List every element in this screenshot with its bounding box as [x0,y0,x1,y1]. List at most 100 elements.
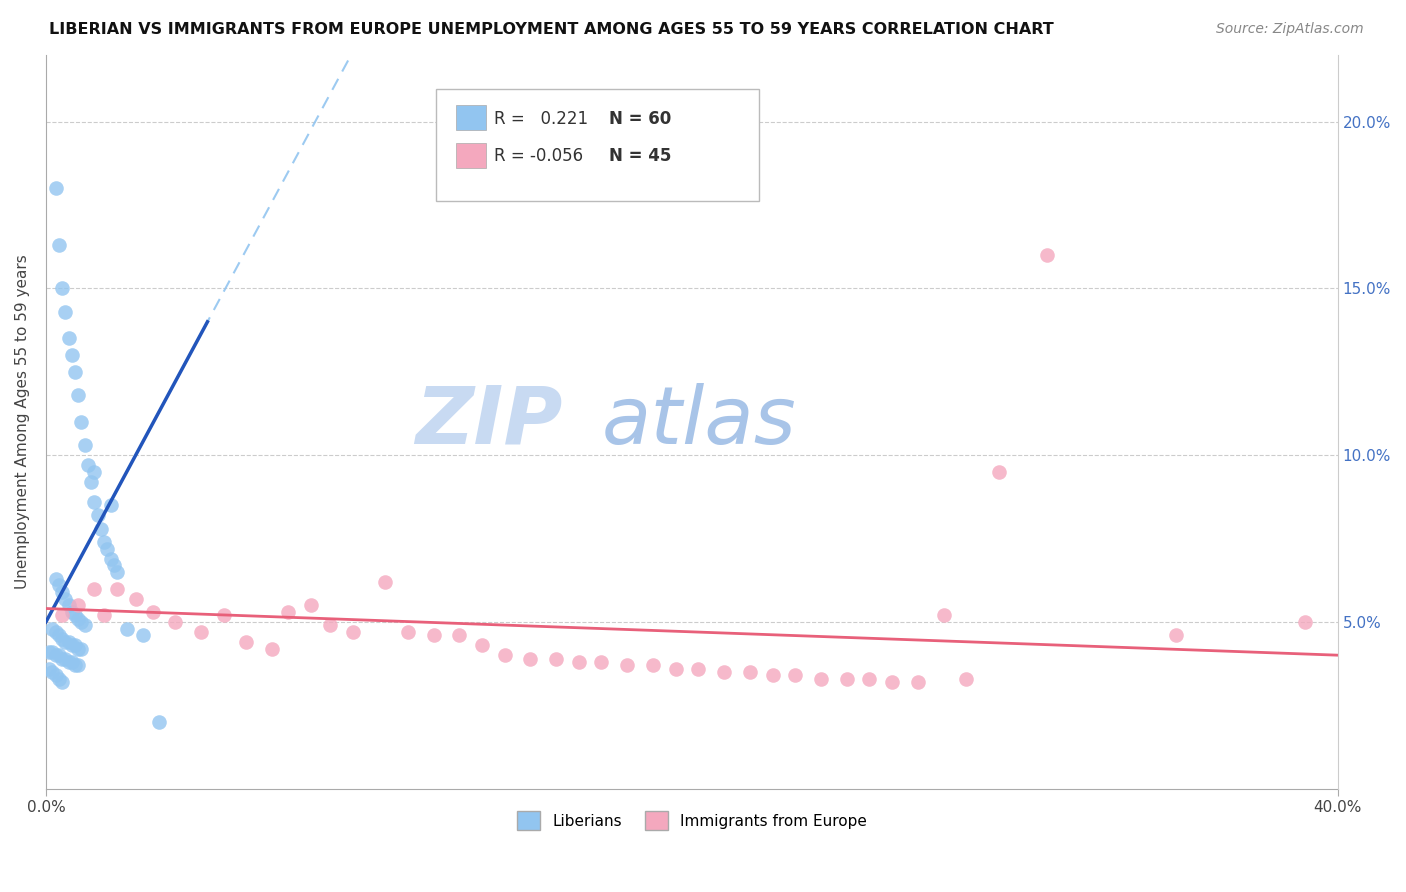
Point [96,541,118,556]
Point [60,638,83,652]
Point [70,415,93,429]
Point [471,638,494,652]
Point [41,622,63,636]
Point [67,388,90,402]
Point [665,661,688,675]
Point [41,645,63,659]
Point [105,582,128,596]
Point [53,651,76,665]
Point [165,615,187,629]
Point [63,658,86,673]
Legend: Liberians, Immigrants from Europe: Liberians, Immigrants from Europe [510,805,873,836]
Point [955,672,977,686]
Point [58,598,80,612]
Point [90,521,112,535]
Point [762,668,785,682]
Point [83,495,105,509]
Point [93,534,115,549]
Point [51,632,73,646]
Point [60,348,83,362]
Text: ZIP: ZIP [415,383,562,461]
Point [48,578,70,592]
Point [73,618,96,632]
Point [115,622,138,636]
Point [73,438,96,452]
Point [858,672,880,686]
Point [643,658,665,673]
Point [738,665,761,679]
Point [63,638,86,652]
Point [63,365,86,379]
Point [396,624,419,639]
Point [67,658,90,673]
Point [546,651,568,665]
Point [58,635,80,649]
Point [987,465,1010,479]
Point [835,672,858,686]
Point [51,608,73,623]
Point [319,618,342,632]
Point [235,635,257,649]
Text: Source: ZipAtlas.com: Source: ZipAtlas.com [1216,22,1364,37]
Point [100,498,122,512]
Point [41,665,63,679]
Point [70,641,93,656]
Point [51,674,73,689]
Point [299,598,322,612]
Point [713,665,735,679]
Point [132,628,155,642]
Point [125,591,148,606]
Point [422,628,444,642]
Point [38,661,60,675]
Point [58,331,80,345]
Point [141,605,163,619]
Point [63,608,86,623]
Point [51,651,73,665]
Text: atlas: atlas [602,383,796,461]
Point [212,608,235,623]
Point [53,635,76,649]
Text: N = 60: N = 60 [609,110,671,128]
Point [53,591,76,606]
Point [48,628,70,642]
Point [60,655,83,669]
Point [568,655,591,669]
Point [100,551,122,566]
Point [48,672,70,686]
Point [67,598,90,612]
Point [70,615,93,629]
Text: N = 45: N = 45 [609,147,671,165]
Point [449,628,471,642]
Point [60,605,83,619]
Point [880,674,903,689]
Point [103,558,125,573]
Point [1166,628,1188,642]
Point [67,611,90,625]
Point [45,624,67,639]
Point [374,574,396,589]
Point [48,648,70,663]
Point [591,655,613,669]
Point [494,648,516,663]
Text: R =   0.221: R = 0.221 [494,110,588,128]
Text: LIBERIAN VS IMMIGRANTS FROM EUROPE UNEMPLOYMENT AMONG AGES 55 TO 59 YEARS CORREL: LIBERIAN VS IMMIGRANTS FROM EUROPE UNEMP… [49,22,1054,37]
Point [45,572,67,586]
Point [342,624,364,639]
Point [190,624,212,639]
Point [688,661,710,675]
Point [80,475,103,489]
Point [93,608,115,623]
Point [148,714,170,729]
Point [932,608,955,623]
Point [53,305,76,319]
Y-axis label: Unemployment Among Ages 55 to 59 years: Unemployment Among Ages 55 to 59 years [15,254,30,590]
Point [810,672,832,686]
Point [83,582,105,596]
Point [38,645,60,659]
Point [86,508,108,523]
Point [67,641,90,656]
Point [51,585,73,599]
Point [83,465,105,479]
Point [45,648,67,663]
Point [277,605,299,619]
